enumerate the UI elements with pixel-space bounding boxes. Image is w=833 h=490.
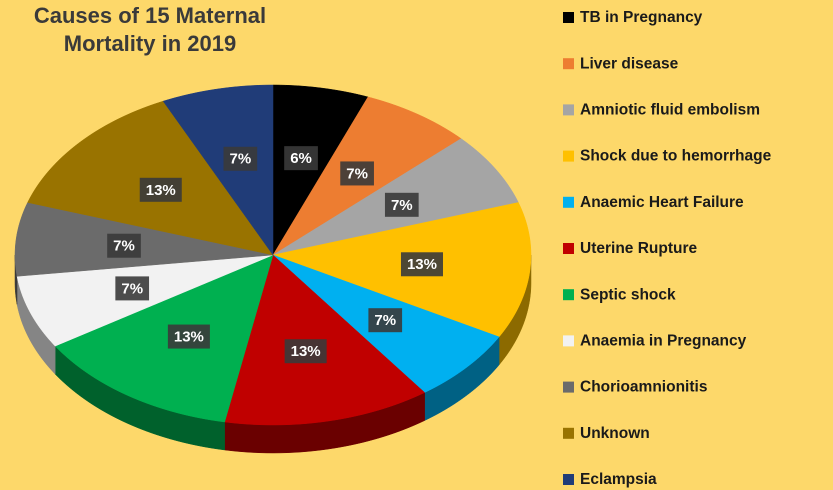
- legend-swatch: [563, 150, 574, 162]
- data-label-box: [340, 161, 374, 186]
- data-label-text: 6%: [290, 150, 312, 167]
- data-label-box: [115, 276, 150, 301]
- data-label-box: [400, 252, 443, 277]
- data-label-box: [384, 192, 419, 217]
- legend-label: Septic shock: [580, 286, 676, 303]
- data-label: 13%: [284, 339, 327, 364]
- data-label-box: [139, 177, 182, 202]
- data-label: 7%: [115, 276, 150, 301]
- legend-swatch: [563, 243, 574, 254]
- slice: [162, 84, 274, 256]
- legend-swatch: [563, 335, 574, 347]
- data-label: 7%: [107, 233, 141, 258]
- data-label-text: 7%: [391, 197, 413, 214]
- legend-swatch: [563, 427, 574, 439]
- legend-label: Chorioamnionitis: [580, 379, 707, 396]
- data-label-box: [223, 146, 258, 171]
- data-label-box: [107, 233, 141, 258]
- slice: [272, 84, 369, 256]
- data-label: 13%: [400, 252, 443, 277]
- legend-swatch: [563, 58, 574, 70]
- legend-label: Anaemic Heart Failure: [580, 194, 744, 211]
- data-label-text: 7%: [346, 165, 368, 182]
- data-label: 7%: [384, 192, 419, 217]
- legend-label: Liver disease: [580, 55, 679, 72]
- data-label-box: [368, 308, 403, 333]
- data-label-text: 13%: [291, 343, 321, 360]
- legend-label: Amniotic fluid embolism: [580, 101, 760, 118]
- legend-label: Eclampsia: [580, 471, 657, 488]
- data-label: 7%: [368, 308, 403, 333]
- legend-label: TB in Pregnancy: [580, 9, 703, 26]
- legend-swatch: [563, 381, 574, 393]
- legend-label: Shock due to hemorrhage: [580, 148, 772, 165]
- slice: [14, 202, 274, 277]
- slice: [54, 254, 274, 423]
- slice: [16, 254, 274, 347]
- data-label-text: 13%: [407, 256, 437, 273]
- legend-swatch: [563, 104, 574, 116]
- legend-swatch: [563, 289, 574, 301]
- legend-label: Anaemia in Pregnancy: [580, 332, 747, 349]
- legend-swatch: [563, 196, 574, 208]
- data-label-text: 13%: [146, 182, 176, 199]
- data-label-text: 7%: [230, 151, 252, 168]
- legend-label: Unknown: [580, 425, 650, 442]
- data-label-box: [284, 146, 318, 171]
- legend-swatch: [563, 474, 574, 485]
- data-label: 13%: [167, 324, 210, 349]
- data-label-box: [284, 339, 327, 364]
- data-label: 6%: [284, 146, 318, 171]
- legend-label: Uterine Rupture: [580, 240, 698, 257]
- data-label: 13%: [139, 177, 182, 202]
- data-label: 7%: [223, 146, 258, 171]
- data-label-text: 7%: [121, 280, 143, 297]
- legend-swatch: [563, 12, 574, 23]
- data-label-text: 7%: [113, 238, 135, 255]
- data-label-text: 13%: [174, 329, 204, 346]
- data-label-text: 7%: [374, 312, 396, 329]
- data-label: 7%: [340, 161, 374, 186]
- chart-title: Causes of 15 Maternal Mortality in 2019: [33, 3, 267, 56]
- data-label-box: [167, 324, 210, 349]
